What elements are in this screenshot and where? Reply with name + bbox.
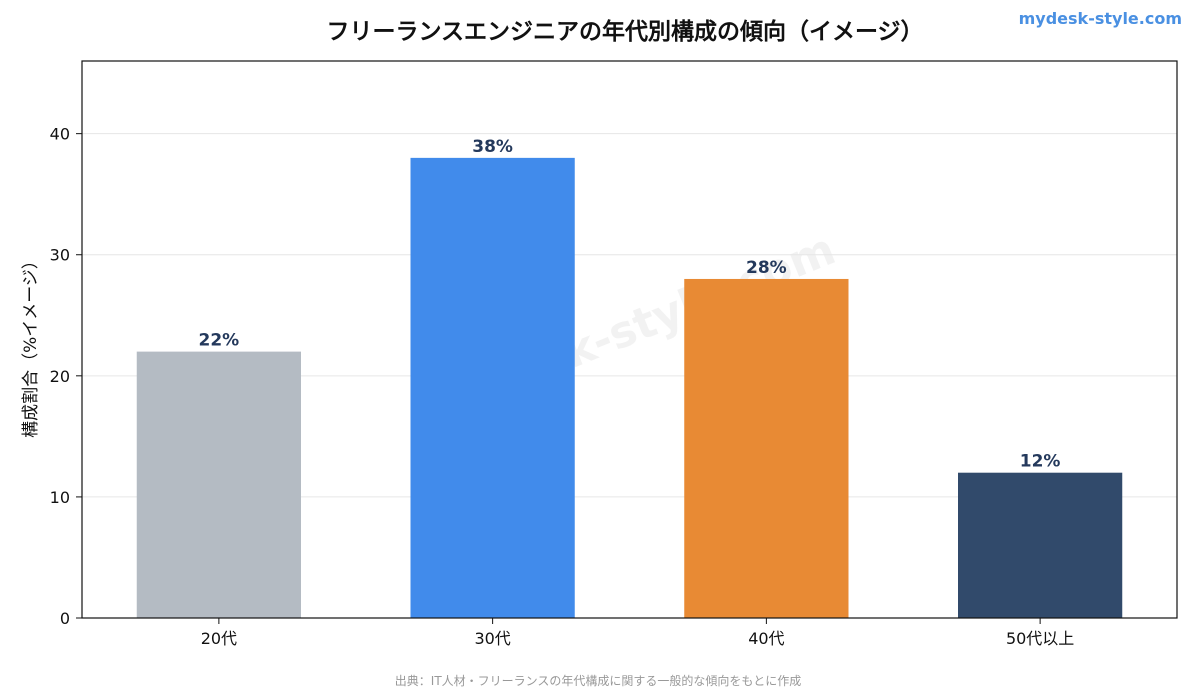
plot-frame: [81, 60, 1178, 619]
y-tick-label: 40: [50, 125, 70, 144]
y-tick-label: 20: [50, 367, 70, 386]
y-tick-label: 0: [60, 609, 70, 628]
bar: [136, 351, 301, 618]
x-tick-label: 50代以上: [1006, 629, 1074, 648]
x-axis: 20代 30代 40代 50代以上: [201, 618, 1074, 648]
data-labels: 22% 38% 28% 12%: [199, 137, 1061, 472]
data-label: 38%: [472, 137, 513, 157]
y-tick-label: 30: [50, 246, 70, 265]
bar: [410, 157, 575, 618]
y-tick-label: 10: [50, 488, 70, 507]
x-tick-label: 30代: [474, 629, 510, 648]
y-axis: 0 10 20 30 40: [50, 125, 82, 628]
source-note: 出典：IT人材・フリーランスの年代構成に関する一般的な傾向をもとに作成: [395, 673, 801, 688]
site-brand: mydesk-style.com: [1019, 9, 1182, 28]
bar: [684, 278, 849, 618]
data-label: 12%: [1020, 452, 1061, 472]
bar: [958, 472, 1123, 618]
chart-title: フリーランスエンジニアの年代別構成の傾向（イメージ）: [326, 18, 923, 45]
y-axis-label: 構成割合（%イメージ）: [21, 252, 41, 438]
data-label: 28%: [746, 258, 787, 278]
x-tick-label: 40代: [748, 629, 784, 648]
bars: [136, 157, 1123, 618]
x-tick-label: 20代: [201, 629, 237, 648]
data-label: 22%: [199, 331, 240, 351]
